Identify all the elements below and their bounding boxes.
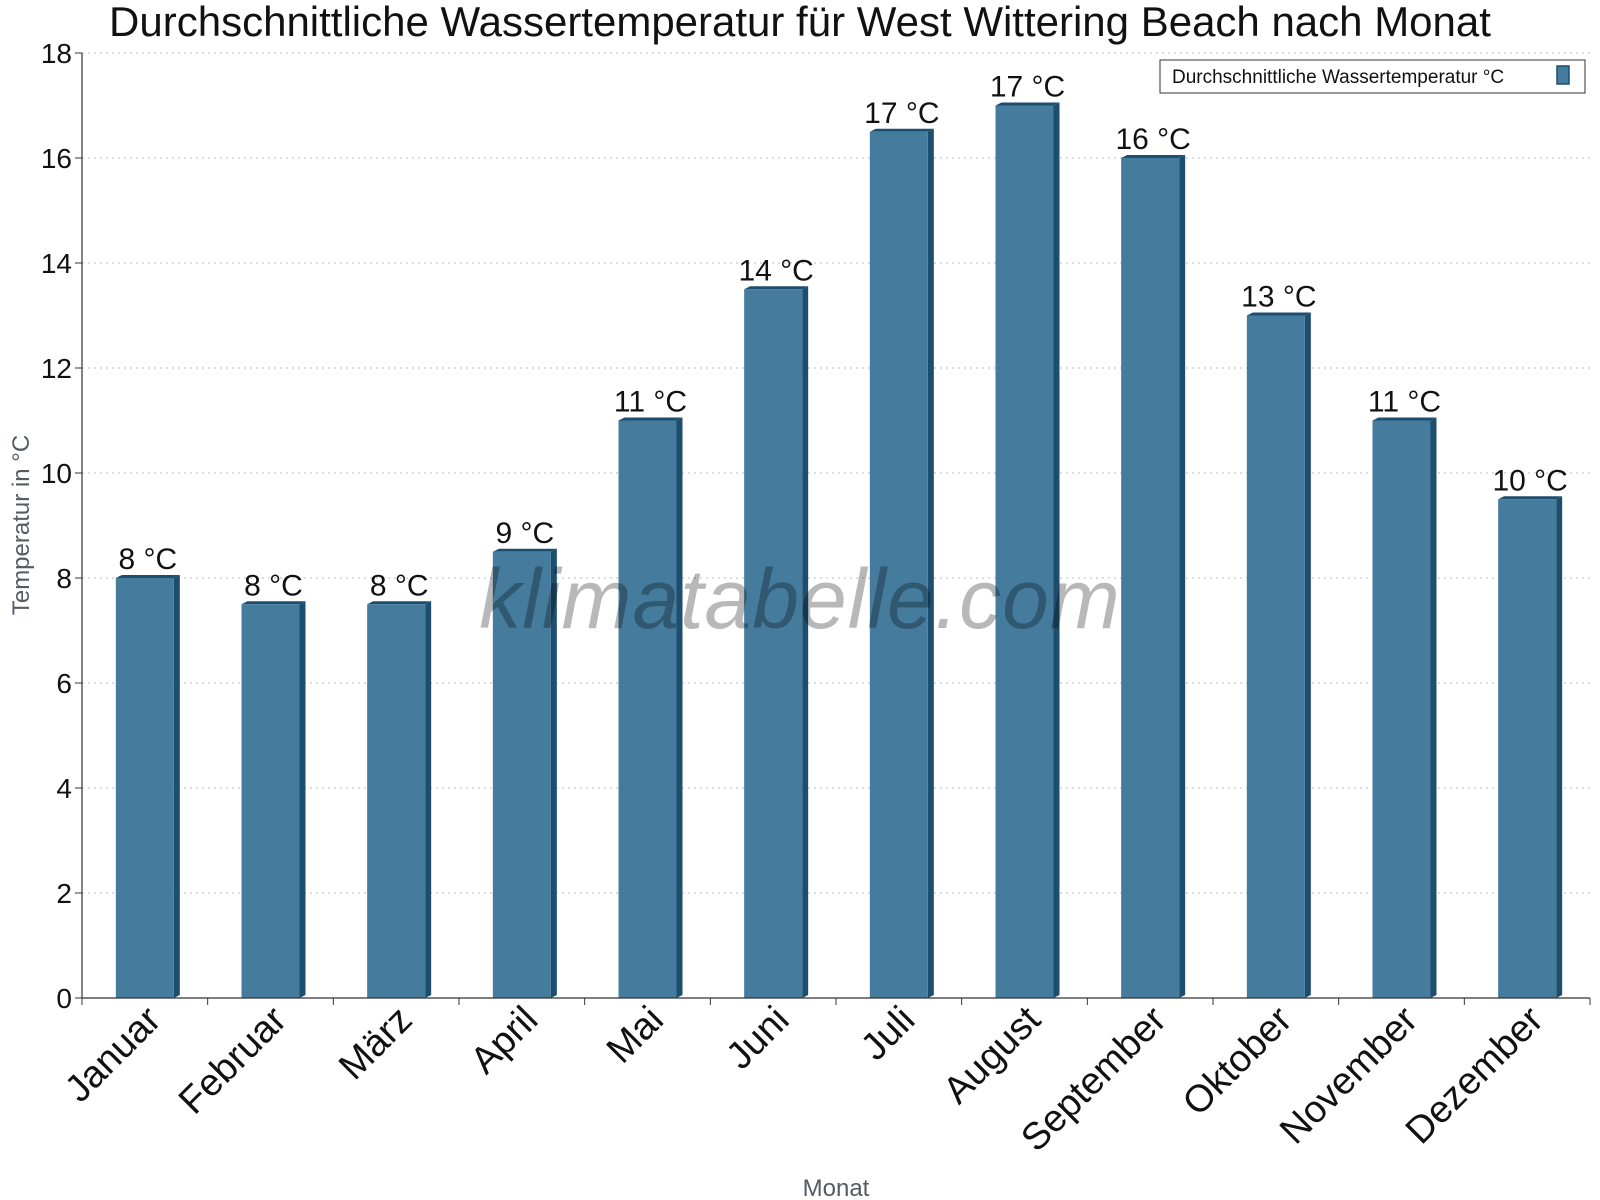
bar-side xyxy=(802,286,809,998)
data-label: 8 °C xyxy=(370,569,429,602)
bar-top xyxy=(492,548,557,552)
y-axis-label: Temperatur in °C xyxy=(8,435,35,615)
x-axis-label: Monat xyxy=(803,1175,870,1200)
x-tick-label: Oktober xyxy=(1175,998,1301,1124)
bar-top xyxy=(995,102,1060,106)
bars xyxy=(115,102,1563,998)
data-labels: 8 °C 8 °C 8 °C 9 °C 11 °C 14 °C 17 °C 17 °C 16 °… xyxy=(118,71,1567,603)
chart-title: Durchschnittliche Wassertemperatur für W… xyxy=(109,0,1491,45)
x-tick-label: August xyxy=(936,998,1050,1112)
legend-label: Durchschnittliche Wassertemperatur °C xyxy=(1172,67,1504,88)
bar xyxy=(1246,315,1305,998)
bar-top xyxy=(1246,312,1311,316)
y-tick-label: 8 xyxy=(56,563,72,594)
data-label: 17 °C xyxy=(864,97,939,130)
bar-side xyxy=(1053,102,1060,998)
x-tick-label: Februar xyxy=(171,998,295,1122)
x-tick-label: April xyxy=(463,999,546,1082)
bar-top xyxy=(744,286,809,290)
x-tick-label: November xyxy=(1272,998,1426,1152)
axes xyxy=(75,52,1591,1005)
bar-top xyxy=(869,128,934,132)
bar-side xyxy=(676,417,683,998)
data-label: 8 °C xyxy=(244,569,303,602)
x-tick-label: Mai xyxy=(599,999,672,1072)
data-label: 9 °C xyxy=(495,517,554,550)
bar-top xyxy=(1372,417,1437,421)
grid-lines xyxy=(82,52,1590,894)
bar-top xyxy=(1498,496,1563,500)
watermark: klimatabelle.com xyxy=(479,552,1121,646)
bar-top xyxy=(115,575,180,578)
bar-side xyxy=(1304,312,1311,998)
bar-top xyxy=(618,417,683,421)
legend-swatch xyxy=(1556,65,1570,85)
y-tick-label: 12 xyxy=(41,353,72,384)
bar xyxy=(869,131,928,998)
data-label: 8 °C xyxy=(118,543,177,576)
bar xyxy=(115,578,174,998)
y-tick-label: 14 xyxy=(41,248,72,279)
bar xyxy=(1121,158,1180,998)
bar xyxy=(367,604,426,998)
data-label: 11 °C xyxy=(1368,386,1441,419)
data-label: 17 °C xyxy=(990,71,1065,104)
y-tick-label: 0 xyxy=(56,983,72,1014)
legend-box xyxy=(1159,59,1586,94)
bar xyxy=(241,604,300,998)
data-label: 14 °C xyxy=(738,254,813,287)
legend: Durchschnittliche Wassertemperatur °C xyxy=(1159,59,1586,94)
bar xyxy=(995,105,1054,998)
x-tick-label: Juli xyxy=(853,999,923,1069)
bar xyxy=(618,420,677,998)
data-label: 10 °C xyxy=(1492,464,1567,497)
data-label: 16 °C xyxy=(1115,123,1190,156)
y-tick-label: 16 xyxy=(41,143,72,174)
x-tick-label: Januar xyxy=(57,998,169,1110)
bar-side xyxy=(173,575,180,998)
bar-top xyxy=(241,601,306,605)
bar xyxy=(1498,499,1557,998)
bar-side xyxy=(425,601,432,998)
bar-side xyxy=(1556,496,1563,998)
y-tick-label: 10 xyxy=(41,458,72,489)
bar-side xyxy=(1430,417,1437,998)
x-tick-label: März xyxy=(331,999,420,1088)
data-label: 11 °C xyxy=(614,386,687,419)
data-label: 13 °C xyxy=(1241,281,1316,314)
y-tick-label: 2 xyxy=(56,878,72,909)
y-tick-label: 4 xyxy=(56,773,72,804)
bar xyxy=(1372,420,1431,998)
y-tick-label: 6 xyxy=(56,668,72,699)
bar xyxy=(492,551,551,998)
x-tick-label: Juni xyxy=(719,999,798,1078)
x-tick-label: Dezember xyxy=(1398,998,1552,1152)
bar-side xyxy=(927,128,934,998)
bar-top xyxy=(367,601,432,605)
bar-side xyxy=(550,548,557,998)
y-tick-label: 18 xyxy=(41,38,72,69)
bar-side xyxy=(1179,155,1186,998)
bar xyxy=(744,289,803,998)
bar-top xyxy=(1121,155,1186,158)
bar-side xyxy=(299,601,306,998)
